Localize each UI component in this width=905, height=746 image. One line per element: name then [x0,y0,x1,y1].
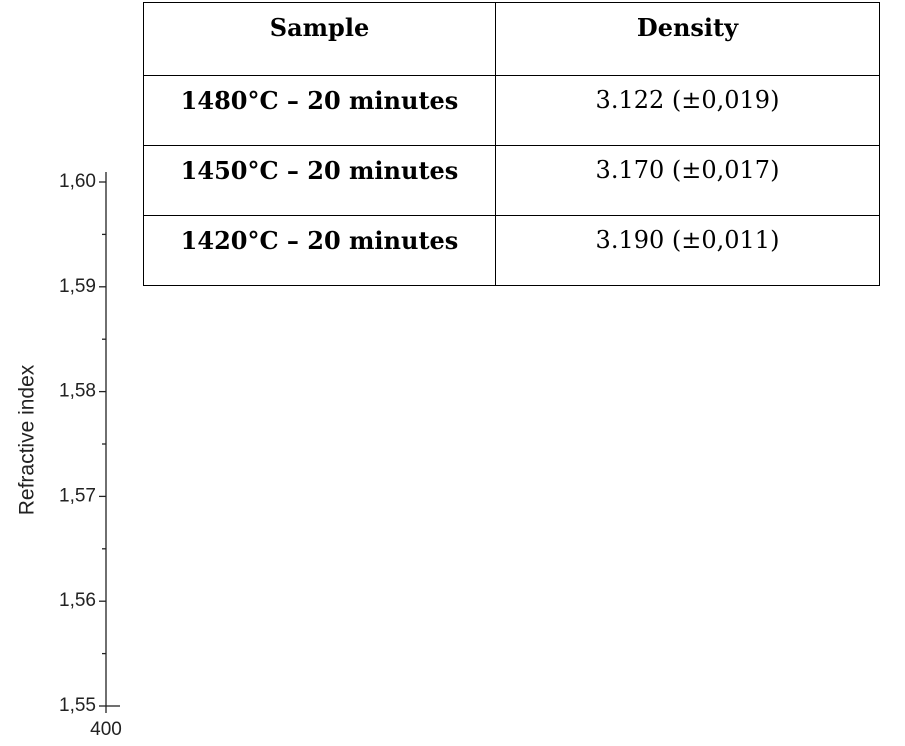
y-axis-label: Refractive index [16,364,39,515]
y-tick-label: 1,57 [59,485,96,506]
header-row: Sample Density [143,2,880,76]
y-tick-label: 1,56 [59,590,96,611]
sample-cell: 1420°C – 20 minutes [143,215,496,286]
y-tick-label: 1,58 [59,381,96,402]
density-cell: 3.122 (±0,019) [495,75,880,146]
density-table: Sample Density 1480°C – 20 minutes 3.122… [143,2,880,286]
y-tick-label: 1,59 [59,276,96,297]
y-tick-label: 1,55 [59,695,96,716]
x-tick-label: 400 [90,719,122,740]
header-cell: Sample [143,2,496,76]
row: 1420°C – 20 minutes 3.190 (±0,011) [143,215,880,286]
sample-cell: 1450°C – 20 minutes [143,145,496,216]
y-tick-label: 1,60 [59,171,96,192]
sample-cell: 1480°C – 20 minutes [143,75,496,146]
row: 1450°C – 20 minutes 3.170 (±0,017) [143,145,880,216]
row: 1480°C – 20 minutes 3.122 (±0,019) [143,75,880,146]
density-cell: 3.170 (±0,017) [495,145,880,216]
header-cell: Density [495,2,880,76]
density-cell: 3.190 (±0,011) [495,215,880,286]
